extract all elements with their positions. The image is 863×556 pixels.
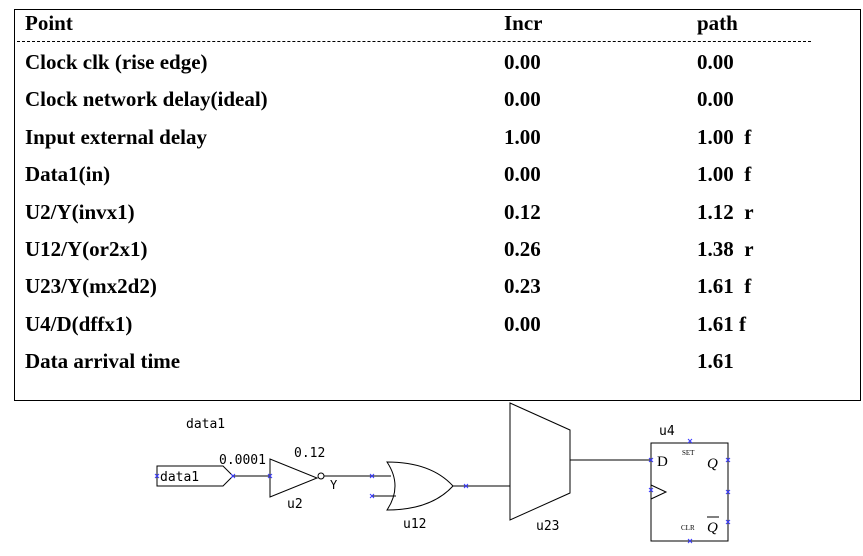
row-path: 1.61 (697, 349, 734, 373)
row-path: 1.00 f (697, 162, 752, 186)
row-incr: 0.12 (504, 200, 541, 224)
row-incr: 0.00 (504, 162, 541, 186)
row-point: U2/Y(invx1) (25, 200, 135, 224)
row-incr: 0.00 (504, 50, 541, 74)
flip-flop-name: u4 (659, 424, 675, 439)
inverter-name: u2 (287, 497, 303, 512)
timing-report-table: Point Incr path Clock clk (rise edge) 0.… (14, 9, 861, 401)
row-incr: 0.00 (504, 312, 541, 336)
mux-name: u23 (536, 519, 559, 534)
row-point: Input external delay (25, 125, 208, 149)
clock-triangle (650, 484, 668, 500)
inverter-pin-label: Y (330, 478, 338, 492)
inverter-gate (269, 458, 319, 498)
row-point: U23/Y(mx2d2) (25, 274, 157, 298)
row-incr: 0.00 (504, 87, 541, 111)
ff-set-pin: SET (682, 449, 695, 457)
header-incr: Incr (504, 11, 543, 35)
row-path: 1.61 f (697, 274, 752, 298)
ff-clr-pin: CLR (681, 524, 695, 532)
row-point: Data1(in) (25, 162, 111, 186)
row-point: Data arrival time (25, 349, 181, 373)
ff-qbar-pin: Q (707, 520, 718, 536)
ff-d-pin: D (657, 454, 668, 470)
row-incr: 0.23 (504, 274, 541, 298)
inverter-bubble (317, 472, 325, 480)
row-incr: 1.00 (504, 125, 541, 149)
row-path: 1.12 r (697, 200, 754, 224)
input-port-label: data1 (160, 470, 199, 485)
or-gate (386, 461, 454, 511)
mux-shape (509, 402, 571, 521)
header-point: Point (25, 11, 73, 35)
ff-q-pin: Q (707, 456, 718, 472)
row-incr: 0.26 (504, 237, 541, 261)
wire-delay-label: 0.0001 (219, 453, 266, 468)
header-divider (17, 41, 811, 42)
input-port (156, 465, 234, 487)
row-path: 1.38 r (697, 237, 754, 261)
net-label: data1 (186, 417, 225, 432)
row-point: U12/Y(or2x1) (25, 237, 148, 261)
row-path: 1.00 f (697, 125, 752, 149)
row-point: Clock clk (rise edge) (25, 50, 208, 74)
row-point: Clock network delay(ideal) (25, 87, 268, 111)
row-path: 1.61 f (697, 312, 746, 336)
header-path: path (697, 11, 738, 35)
row-path: 0.00 (697, 50, 734, 74)
row-path: 0.00 (697, 87, 734, 111)
or-gate-name: u12 (403, 517, 426, 532)
pin-markers (154, 438, 731, 544)
inverter-delay-label: 0.12 (294, 446, 325, 461)
row-point: U4/D(dffx1) (25, 312, 133, 336)
